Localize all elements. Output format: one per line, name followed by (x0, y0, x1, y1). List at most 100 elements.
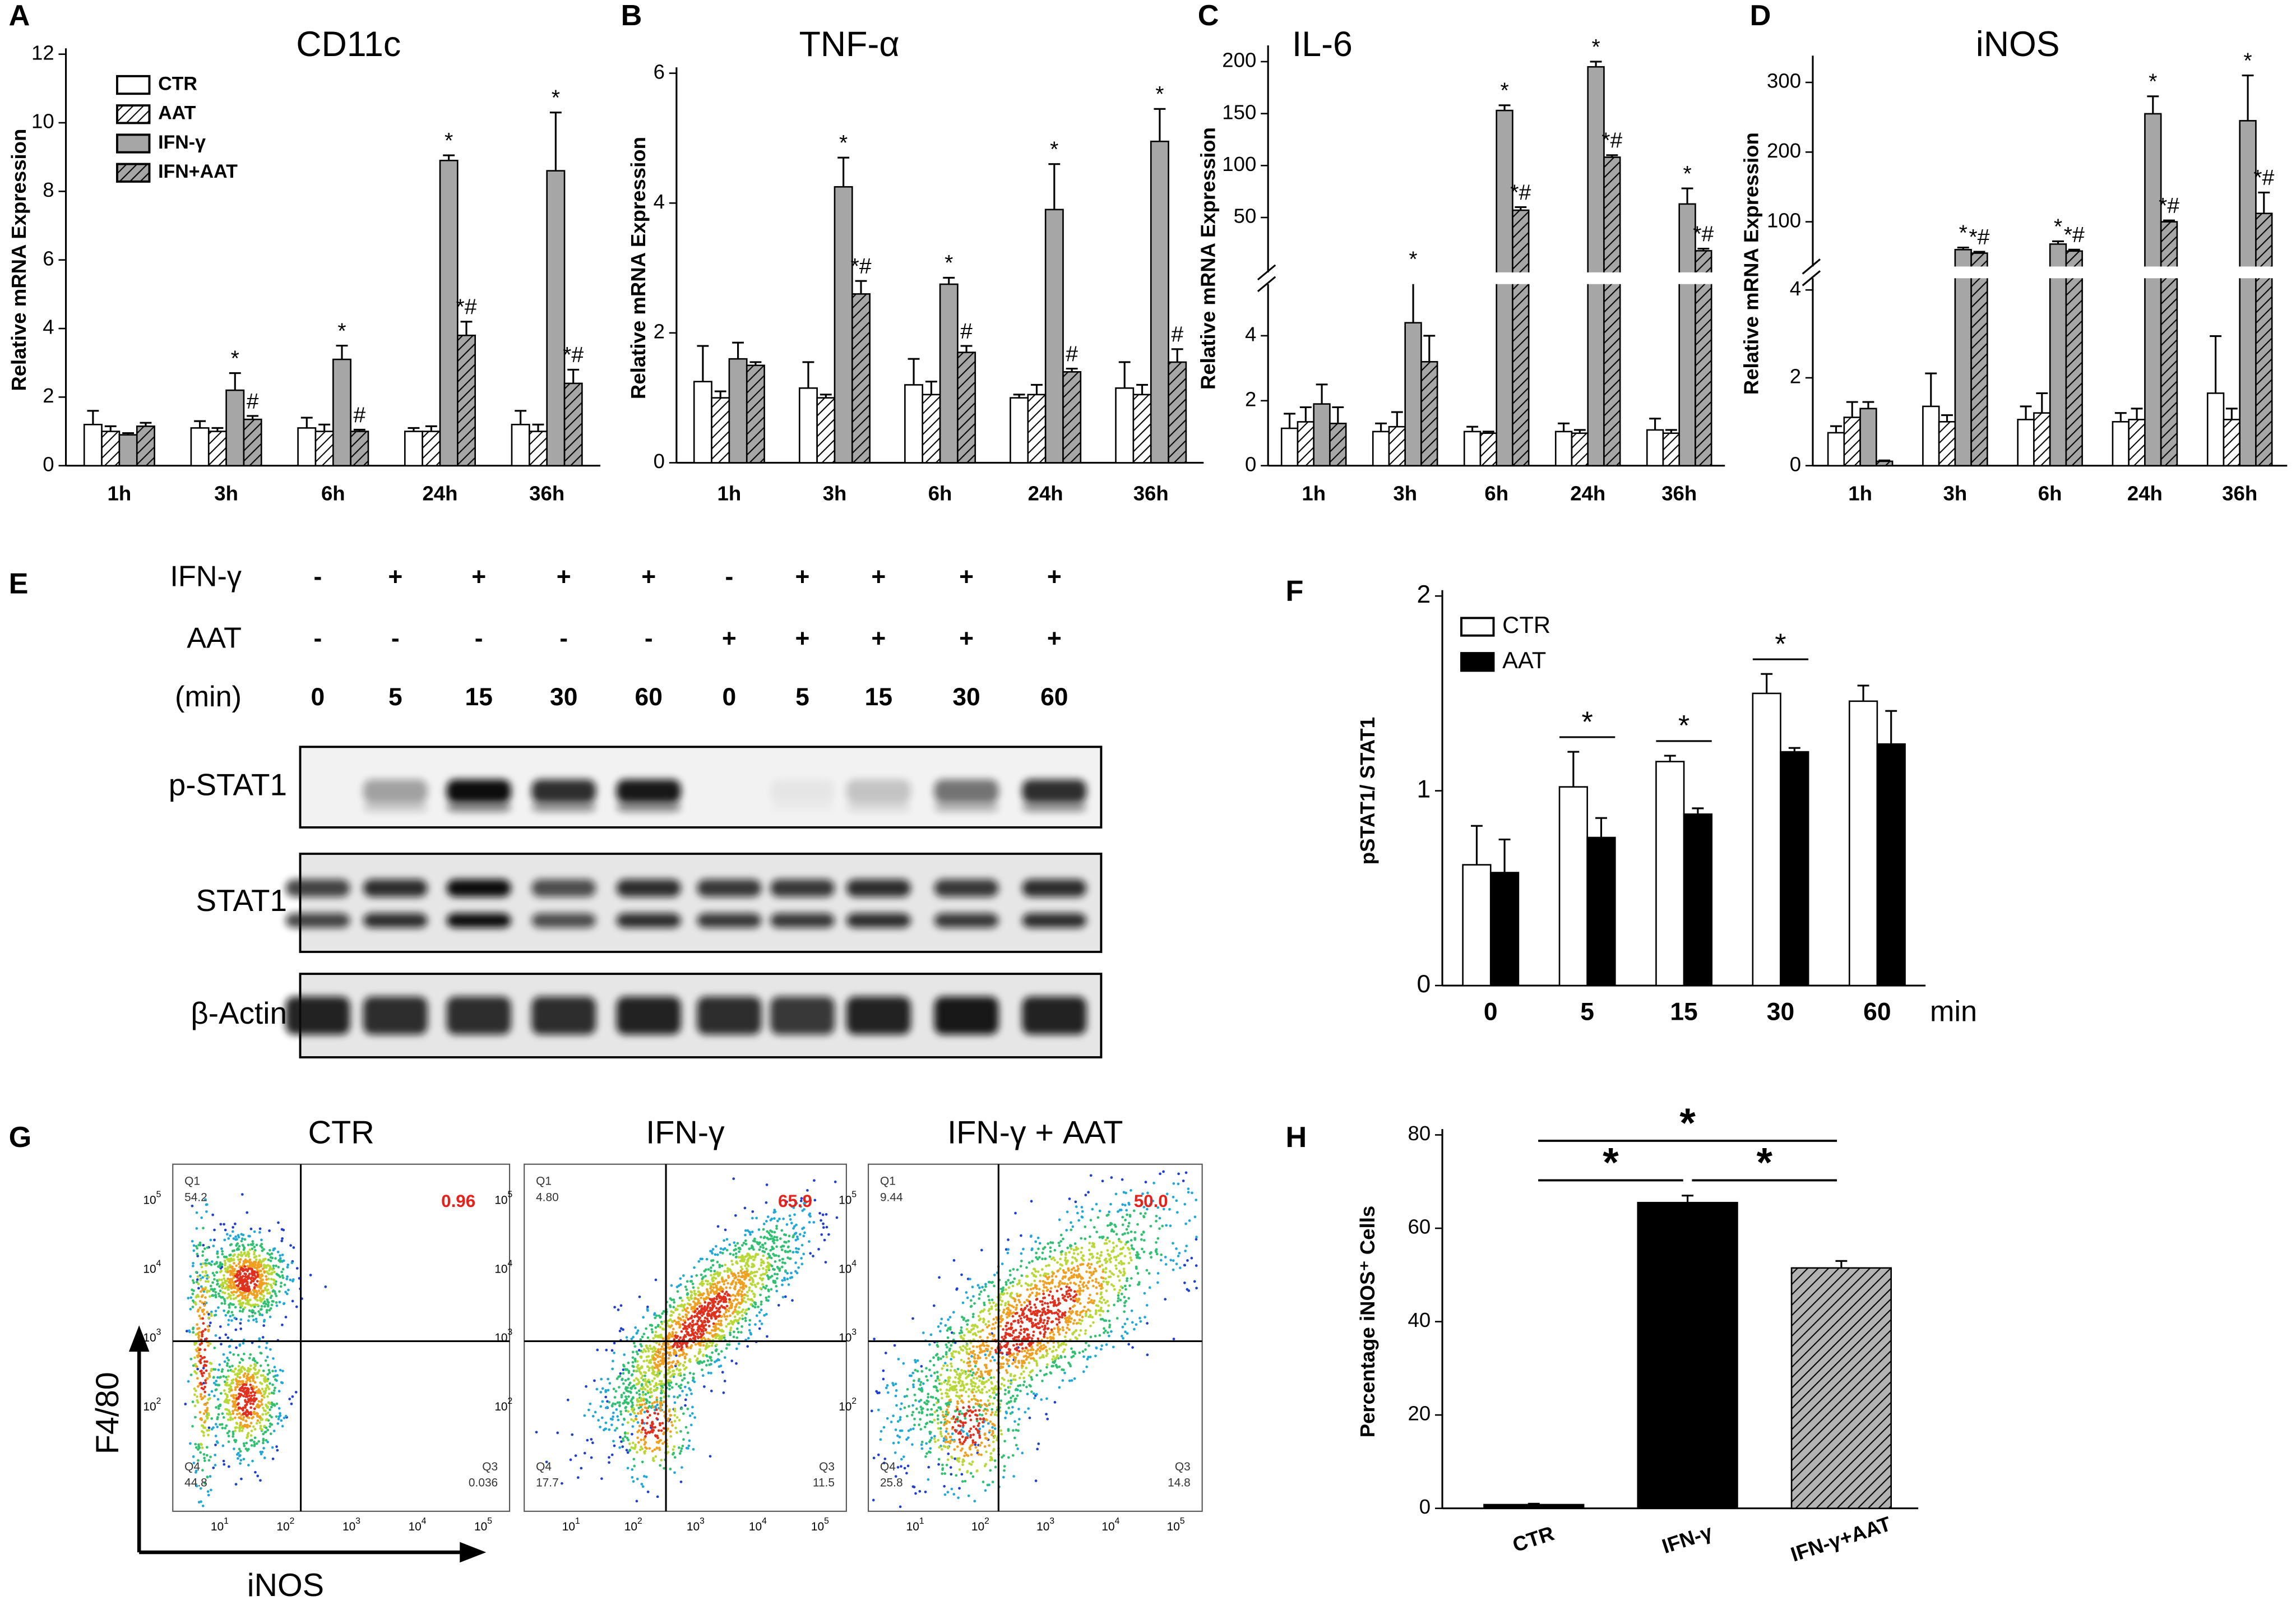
event-dot (899, 1416, 902, 1419)
event-dot (725, 1291, 728, 1293)
event-dot (238, 1361, 242, 1364)
event-dot (689, 1423, 693, 1427)
quadrant-value: 0.96 (441, 1191, 475, 1211)
event-dot (276, 1449, 279, 1452)
event-dot (205, 1414, 208, 1418)
event-dot (642, 1438, 646, 1441)
y-tick-label: 2 (1790, 365, 1801, 388)
event-dot (292, 1246, 295, 1249)
event-dot (787, 1239, 790, 1243)
event-dot (229, 1315, 232, 1318)
event-dot (279, 1257, 282, 1260)
event-dot (692, 1328, 695, 1331)
event-dot (649, 1361, 652, 1365)
event-dot (268, 1371, 271, 1374)
event-dot (784, 1269, 787, 1273)
x-tick-label: 3h (214, 482, 238, 505)
event-dot (641, 1485, 645, 1488)
event-dot (725, 1315, 729, 1318)
event-dot (734, 1306, 737, 1308)
event-dot (1096, 1216, 1100, 1219)
event-dot (281, 1237, 284, 1240)
error-bar (140, 422, 152, 427)
event-dot (765, 1183, 769, 1186)
event-cloud (535, 1177, 839, 1503)
event-dot (913, 1379, 915, 1382)
event-dot (604, 1427, 607, 1431)
event-dot (715, 1315, 718, 1318)
event-dot (645, 1422, 649, 1425)
event-dot (1071, 1350, 1075, 1353)
event-dot (1002, 1476, 1005, 1479)
event-dot (894, 1382, 897, 1386)
event-dot (1177, 1182, 1180, 1186)
event-dot (741, 1317, 744, 1320)
event-dot (642, 1316, 645, 1319)
error-bar (1692, 807, 1704, 815)
event-dot (775, 1227, 778, 1230)
event-dot (247, 1285, 251, 1288)
event-dot (221, 1444, 225, 1447)
error-bar (532, 423, 544, 432)
event-dot (707, 1293, 710, 1297)
event-dot (261, 1313, 264, 1317)
event-dot (617, 1308, 620, 1311)
event-dot (234, 1222, 237, 1225)
event-dot (872, 1456, 876, 1460)
event-dot (1007, 1400, 1011, 1404)
event-dot (638, 1380, 641, 1384)
event-dot (324, 1285, 327, 1288)
event-dot (669, 1468, 672, 1470)
event-dot (679, 1305, 683, 1308)
event-dot (1007, 1365, 1011, 1368)
event-dot (920, 1440, 924, 1444)
event-dot (733, 1241, 736, 1244)
event-dot (761, 1243, 765, 1247)
event-dot (750, 1246, 753, 1250)
event-dot (682, 1338, 686, 1341)
event-dot (754, 1323, 757, 1326)
event-dot (281, 1370, 284, 1372)
event-dot (210, 1312, 212, 1315)
event-dot (613, 1352, 615, 1354)
event-dot (1081, 1215, 1084, 1219)
event-dot (636, 1352, 639, 1356)
event-dot (254, 1317, 258, 1321)
event-dot (624, 1431, 627, 1434)
event-dot (762, 1246, 765, 1249)
event-dot (1089, 1335, 1093, 1339)
event-dot (249, 1291, 252, 1294)
event-dot (948, 1316, 952, 1319)
event-dot (192, 1455, 195, 1458)
event-dot (800, 1243, 804, 1247)
tick-exponent: 3 (508, 1328, 513, 1337)
bar (1313, 403, 1331, 466)
event-dot (627, 1361, 630, 1365)
error-bar (908, 358, 920, 385)
event-dot (773, 1236, 776, 1238)
tick-exponent: 1 (575, 1516, 580, 1526)
event-dot (707, 1310, 710, 1313)
event-dot (745, 1270, 748, 1273)
y-tick-label: 4 (1245, 323, 1256, 346)
event-dot (219, 1423, 221, 1426)
event-dot (199, 1487, 202, 1490)
event-dot (1028, 1384, 1031, 1387)
event-dot (203, 1274, 206, 1278)
event-dot (1127, 1297, 1131, 1300)
condition-value: + (795, 563, 810, 591)
event-dot (1144, 1212, 1147, 1215)
y-tick-label: 0 (1245, 452, 1256, 475)
event-dot (646, 1416, 649, 1419)
event-dot (1123, 1296, 1126, 1299)
event-dot (201, 1357, 204, 1359)
event-dot (775, 1289, 779, 1293)
event-dot (1035, 1393, 1038, 1396)
event-dot (791, 1251, 795, 1254)
blot-band (1022, 913, 1087, 928)
event-dot (793, 1213, 796, 1217)
error-bar (353, 428, 365, 432)
event-dot (1061, 1368, 1063, 1371)
event-dot (684, 1404, 687, 1407)
event-dot (226, 1432, 229, 1435)
